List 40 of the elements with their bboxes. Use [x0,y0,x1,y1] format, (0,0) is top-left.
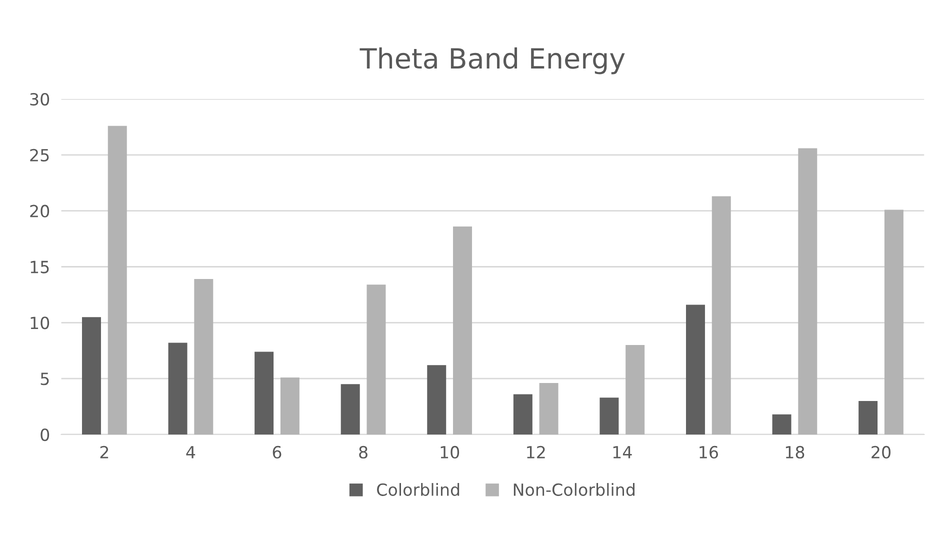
bar [280,377,300,434]
y-tick-label: 30 [30,92,50,106]
bar [858,400,878,434]
x-tick-label: 2 [100,446,108,458]
bar [82,317,101,434]
bar [600,398,619,434]
x-tick-label: 6 [272,446,282,459]
bar [626,345,645,434]
bar [712,196,731,434]
x-tick-label: 20 [872,446,890,459]
bar [513,394,532,434]
bar [772,414,792,434]
x-tick-label: 14 [613,446,632,458]
x-tick-label: 10 [440,446,460,459]
bar [108,126,127,434]
x-tick-label: 18 [786,446,804,459]
legend-label: Non-Colorblind [514,483,634,496]
bar [539,383,558,434]
bar [194,279,214,434]
y-tick-label: 15 [30,260,49,274]
bar [168,342,188,434]
y-tick-label: 20 [30,204,50,218]
x-tick-label: 12 [527,446,545,458]
bar [340,384,360,434]
x-tick-label: 4 [186,446,196,458]
bar [686,304,705,434]
bar [884,210,904,434]
y-tick-label: 0 [40,428,50,442]
bar [427,365,446,434]
legend-label: Colorblind [377,483,460,496]
bar [453,226,472,434]
y-tick-label: 25 [30,148,49,162]
y-tick-label: 5 [40,372,49,386]
bar [254,352,274,434]
bar [798,148,818,434]
chart-title: Theta Band Energy [360,47,625,74]
x-tick-label: 8 [359,446,368,459]
y-tick-label: 10 [30,316,50,330]
bar [366,284,386,434]
x-tick-label: 16 [700,446,718,459]
